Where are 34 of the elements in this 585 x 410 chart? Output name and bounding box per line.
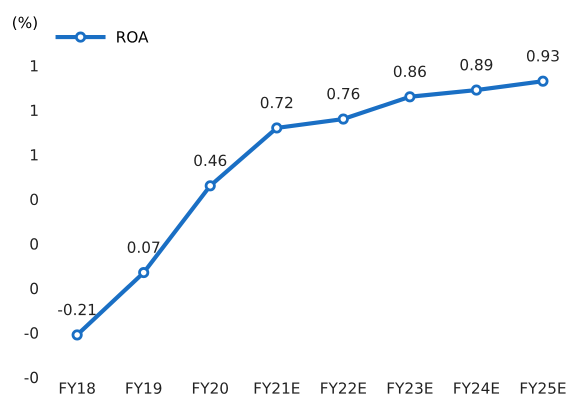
point <box>338 113 349 125</box>
x-tick-label: FY20 <box>192 382 228 394</box>
y-axis-title: (%) <box>13 16 37 30</box>
data-label: 0.72 <box>260 96 292 108</box>
point <box>404 91 416 102</box>
y-tick-label: -0 <box>24 327 38 339</box>
point <box>138 267 150 278</box>
y-tick-label: 1 <box>30 104 38 116</box>
x-tick-label: FY24E <box>454 382 500 394</box>
x-tick-label: FY25E <box>520 382 566 394</box>
y-tick-label: 1 <box>30 60 38 72</box>
x-tick-label: FY22E <box>321 382 366 394</box>
y-tick-label: 0 <box>30 194 38 206</box>
x-tick-label: FY19 <box>126 382 162 394</box>
point <box>271 122 282 134</box>
data-label: 0.76 <box>327 88 360 100</box>
y-tick-label: 0 <box>30 238 38 250</box>
point <box>470 84 482 96</box>
point <box>204 180 216 192</box>
x-tick-label: FY21E <box>254 382 300 394</box>
data-label: 0.93 <box>526 50 559 62</box>
data-label: -0.21 <box>58 304 96 316</box>
point <box>537 76 549 87</box>
data-label: 0.86 <box>394 66 426 78</box>
data-label: 0.46 <box>194 154 226 166</box>
y-tick-label: 1 <box>30 149 38 160</box>
x-tick-label: FY23E <box>388 382 432 394</box>
data-label: 0.89 <box>460 58 492 70</box>
legend-label: ROA <box>117 31 148 43</box>
y-tick-label: -0 <box>24 372 38 384</box>
y-tick-label: 0 <box>30 282 38 294</box>
data-label: 0.07 <box>128 241 160 253</box>
point <box>72 329 83 340</box>
x-tick-label: FY18 <box>60 382 95 394</box>
